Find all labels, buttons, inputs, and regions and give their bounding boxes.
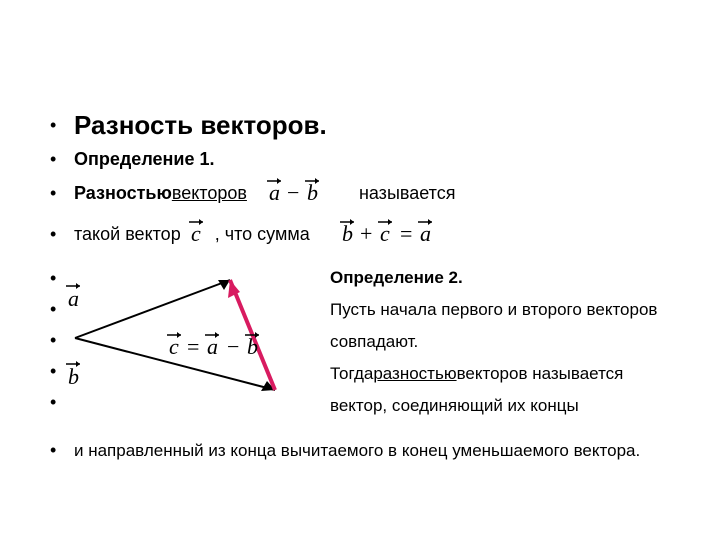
line3-b: , что сумма	[215, 224, 310, 245]
svg-text:b: b	[247, 334, 258, 359]
bullet: •	[50, 149, 74, 170]
line2-c: называется	[359, 183, 456, 204]
svg-text:c: c	[169, 334, 179, 359]
spacer-bullets: •••••	[50, 268, 56, 423]
svg-text:c: c	[191, 221, 201, 246]
bullet: •	[50, 115, 74, 136]
svg-text:a: a	[68, 286, 79, 311]
r1: Пусть начала первого и второго векторов	[330, 300, 657, 320]
line3-row: • такой вектор c , что сумма b + c	[50, 217, 670, 252]
bullet: •	[50, 440, 74, 461]
svg-text:+: +	[360, 221, 372, 246]
last-row: • и направленный из конца вычитаемого в …	[50, 440, 640, 461]
line2-b: векторов	[172, 183, 247, 204]
title-row: • Разность векторов.	[50, 110, 670, 141]
formula-bca: b + c = a	[338, 217, 448, 252]
r3b: разностью	[373, 364, 456, 384]
last-text: и направленный из конца вычитаемого в ко…	[74, 441, 640, 461]
r4: вектор, соединяющий их концы	[330, 396, 579, 416]
svg-text:c: c	[380, 221, 390, 246]
formula-c: c	[187, 217, 209, 252]
bullet: •	[50, 224, 74, 245]
def1-row: • Определение 1.	[50, 149, 670, 170]
svg-text:−: −	[227, 334, 239, 359]
line3-a: такой вектор	[74, 224, 181, 245]
bullet: •	[50, 183, 74, 204]
def2-label: Определение 2.	[330, 268, 463, 288]
def1-label: Определение 1.	[74, 149, 214, 170]
formula-a-minus-b: a − b	[265, 176, 331, 211]
r3a: Тогда	[330, 364, 373, 384]
svg-text:a: a	[420, 221, 431, 246]
svg-text:a: a	[269, 180, 280, 205]
svg-text:=: =	[400, 221, 412, 246]
r3c: векторов называется	[457, 364, 624, 384]
vector-diagram: a b c = a − b	[60, 270, 340, 440]
line2-row: • Разностью векторов a − b называется	[50, 176, 670, 211]
svg-text:b: b	[68, 364, 79, 389]
line2-a: Разностью	[74, 183, 172, 204]
svg-text:=: =	[187, 334, 199, 359]
svg-text:a: a	[207, 334, 218, 359]
r2: совпадают.	[330, 332, 418, 352]
def2-block: Определение 2. Пусть начала первого и вт…	[330, 268, 700, 428]
svg-text:b: b	[307, 180, 318, 205]
svg-text:−: −	[287, 180, 299, 205]
title-text: Разность векторов.	[74, 110, 327, 141]
svg-text:b: b	[342, 221, 353, 246]
